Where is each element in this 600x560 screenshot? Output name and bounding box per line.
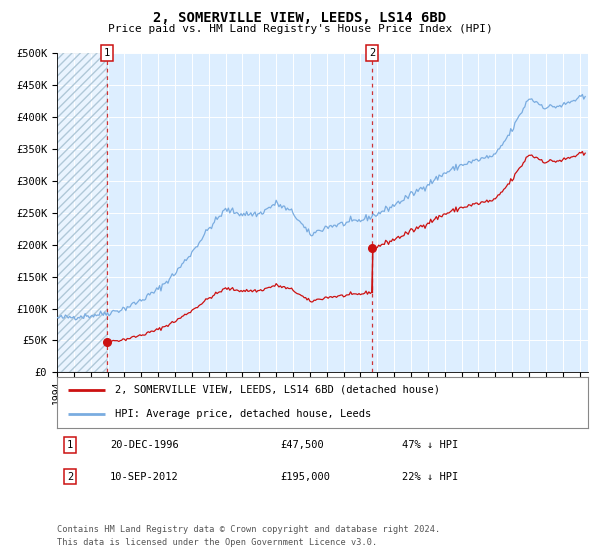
Text: 20-DEC-1996: 20-DEC-1996 [110,440,179,450]
Text: Price paid vs. HM Land Registry's House Price Index (HPI): Price paid vs. HM Land Registry's House … [107,24,493,34]
Text: Contains HM Land Registry data © Crown copyright and database right 2024.: Contains HM Land Registry data © Crown c… [57,525,440,534]
Text: 2: 2 [369,48,376,58]
Text: £195,000: £195,000 [280,472,330,482]
Text: £47,500: £47,500 [280,440,324,450]
Bar [57,53,107,372]
Text: 2, SOMERVILLE VIEW, LEEDS, LS14 6BD (detached house): 2, SOMERVILLE VIEW, LEEDS, LS14 6BD (det… [115,385,440,395]
Bar [57,53,107,372]
Text: 22% ↓ HPI: 22% ↓ HPI [402,472,458,482]
Text: 1: 1 [104,48,110,58]
Text: 2, SOMERVILLE VIEW, LEEDS, LS14 6BD: 2, SOMERVILLE VIEW, LEEDS, LS14 6BD [154,11,446,25]
Text: 10-SEP-2012: 10-SEP-2012 [110,472,179,482]
Text: 47% ↓ HPI: 47% ↓ HPI [402,440,458,450]
Text: 1: 1 [67,440,73,450]
Text: 2: 2 [67,472,73,482]
Text: This data is licensed under the Open Government Licence v3.0.: This data is licensed under the Open Gov… [57,538,377,547]
Text: HPI: Average price, detached house, Leeds: HPI: Average price, detached house, Leed… [115,409,371,419]
